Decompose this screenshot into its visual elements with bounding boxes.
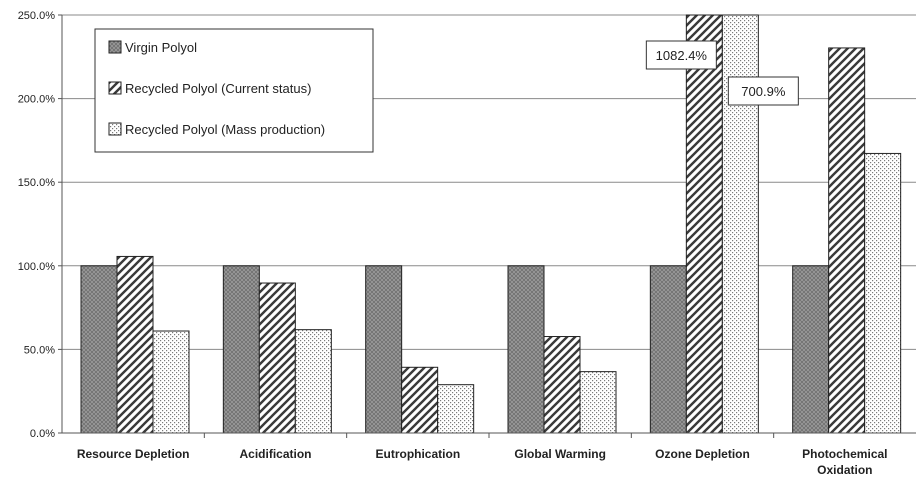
bar-crosshatch <box>222 265 260 434</box>
legend-label: Recycled Polyol (Current status) <box>125 81 311 96</box>
category-label: Photochemical <box>802 447 887 461</box>
category-label: Ozone Depletion <box>655 447 750 461</box>
annotation-box <box>645 40 717 70</box>
bars <box>80 14 902 434</box>
annotation-label: 1082.4% <box>656 48 708 63</box>
bar-diagonal <box>258 282 296 434</box>
annotation-label: 700.9% <box>741 84 786 99</box>
annotation-box <box>727 76 799 106</box>
legend-swatch-diagonal <box>108 81 122 95</box>
bar-diagonal <box>828 47 866 434</box>
y-tick-label: 50.0% <box>24 344 55 356</box>
category-label: Eutrophication <box>375 447 460 461</box>
category-label: Acidification <box>239 447 311 461</box>
bar-crosshatch <box>649 265 687 434</box>
bar-diagonal <box>543 336 581 434</box>
y-tick-label: 150.0% <box>18 177 56 189</box>
bar-crosshatch <box>507 265 545 434</box>
y-tick-label: 0.0% <box>30 428 55 440</box>
bar-diagonal <box>116 255 154 434</box>
bar-crosshatch <box>80 265 118 434</box>
bar-dots <box>579 371 617 434</box>
legend-label: Recycled Polyol (Mass production) <box>125 122 325 137</box>
bar-diagonal <box>401 366 439 434</box>
y-tick-label: 250.0% <box>18 10 56 22</box>
bar-dots <box>864 152 902 434</box>
bar-dots <box>152 330 190 434</box>
bar-crosshatch <box>792 265 830 434</box>
bar-crosshatch <box>365 265 403 434</box>
category-label: Global Warming <box>514 447 606 461</box>
legend: Virgin Polyol Recycled Polyol (Current st… <box>94 28 374 153</box>
axes: 0.0% 50.0% 100.0% 150.0% 200.0% 250.0% Resourc… <box>18 10 916 477</box>
y-tick-label: 100.0% <box>18 261 56 273</box>
bar-dots <box>294 329 332 434</box>
legend-box <box>94 28 374 153</box>
annotations: 1082.4% 700.9% <box>645 40 799 106</box>
y-tick-label: 200.0% <box>18 94 56 106</box>
legend-swatch-crosshatch <box>108 40 122 54</box>
category-label: Oxidation <box>817 463 872 477</box>
legend-label: Virgin Polyol <box>125 40 197 55</box>
category-label: Resource Depletion <box>77 447 190 461</box>
bar-diagonal <box>685 14 723 434</box>
legend-swatch-dots <box>108 122 122 136</box>
bar-dots <box>437 384 475 434</box>
